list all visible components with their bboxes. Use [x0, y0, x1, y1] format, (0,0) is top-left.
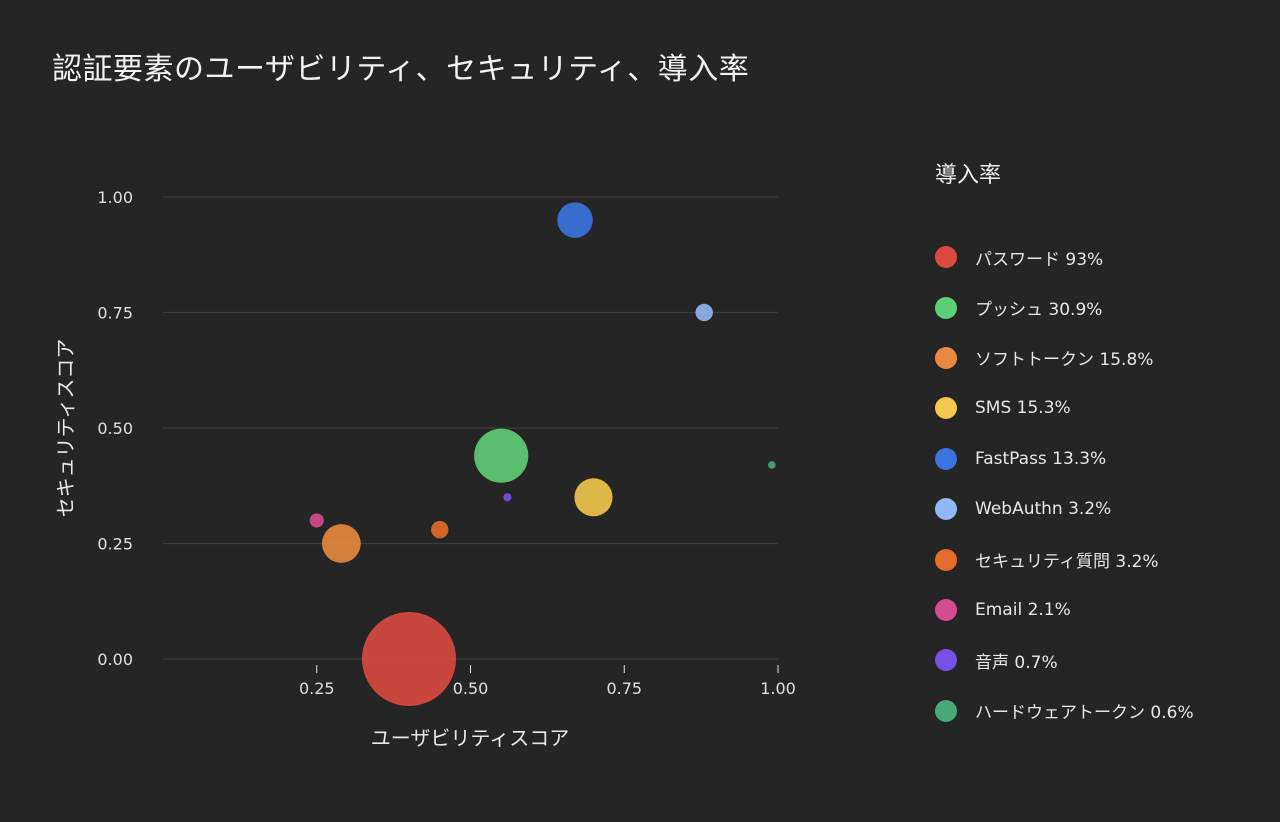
legend-item[interactable]: 音声 0.7% [935, 635, 1194, 685]
bubble[interactable] [557, 202, 593, 238]
bubble[interactable] [309, 513, 324, 528]
legend-dot-icon [935, 296, 957, 319]
legend-label: SMS 15.3% [975, 398, 1071, 419]
legend-item[interactable]: パスワード 93% [935, 232, 1194, 282]
legend-dot-icon [935, 598, 957, 621]
legend-label: FastPass 13.3% [975, 448, 1107, 469]
x-tick-label: 0.25 [299, 679, 335, 698]
y-axis-ticks: 0.00 0.25 0.50 0.75 1.00 [97, 188, 133, 669]
bubble[interactable] [768, 461, 776, 469]
legend-label: パスワード 93% [975, 249, 1104, 270]
y-axis-label: セキュリティスコア [53, 338, 78, 518]
legend: 導入率 パスワード 93% プッシュ 30.9% ソフトトークン 15.8% S… [935, 160, 1194, 736]
x-tick-label: 0.75 [606, 679, 642, 698]
legend-dot-icon [935, 699, 957, 722]
bubble[interactable] [362, 612, 456, 706]
legend-item[interactable]: ソフトトークン 15.8% [935, 333, 1194, 383]
x-tick-label: 1.00 [760, 679, 796, 698]
legend-label: プッシュ 30.9% [975, 300, 1103, 321]
legend-items: パスワード 93% プッシュ 30.9% ソフトトークン 15.8% SMS 1… [935, 232, 1194, 736]
y-tick-label: 0.75 [97, 304, 133, 323]
x-tick-label: 0.50 [453, 679, 489, 698]
legend-dot-icon [935, 447, 957, 470]
legend-dot-icon [935, 498, 957, 521]
bubble[interactable] [431, 520, 449, 539]
legend-title: 導入率 [935, 163, 1002, 188]
x-axis-ticks: 0.25 0.50 0.75 1.00 [299, 665, 796, 698]
legend-dot-icon [935, 548, 957, 571]
y-tick-label: 0.50 [97, 419, 133, 438]
bubble[interactable] [695, 303, 713, 322]
legend-item[interactable]: セキュリティ質問 3.2% [935, 534, 1194, 584]
legend-label: WebAuthn 3.2% [975, 499, 1112, 520]
bubble[interactable] [474, 428, 529, 483]
legend-item[interactable]: プッシュ 30.9% [935, 282, 1194, 332]
legend-item[interactable]: Email 2.1% [935, 585, 1194, 635]
legend-dot-icon [935, 246, 957, 269]
y-tick-label: 0.00 [97, 650, 133, 669]
y-tick-label: 1.00 [97, 188, 133, 207]
legend-item[interactable]: WebAuthn 3.2% [935, 484, 1194, 534]
legend-item[interactable]: SMS 15.3% [935, 383, 1194, 433]
legend-dot-icon [935, 649, 957, 672]
legend-label: Email 2.1% [975, 599, 1071, 620]
bubbles [309, 202, 776, 706]
legend-label: ハードウェアトークン 0.6% [975, 703, 1194, 724]
bubble[interactable] [503, 493, 512, 502]
legend-label: ソフトトークン 15.8% [975, 350, 1154, 371]
bubble[interactable] [321, 524, 361, 563]
legend-label: セキュリティ質問 3.2% [975, 552, 1159, 573]
gridlines [163, 196, 778, 660]
legend-label: 音声 0.7% [975, 652, 1058, 673]
legend-item[interactable]: FastPass 13.3% [935, 434, 1194, 484]
x-axis-label: ユーザビリティスコア [370, 726, 570, 750]
y-tick-label: 0.25 [97, 535, 133, 554]
legend-item[interactable]: ハードウェアトークン 0.6% [935, 686, 1194, 736]
legend-dot-icon [935, 397, 957, 420]
chart-title: 認証要素のユーザビリティ、セキュリティ、導入率 [52, 52, 750, 87]
legend-dot-icon [935, 346, 957, 369]
bubble[interactable] [574, 478, 613, 517]
